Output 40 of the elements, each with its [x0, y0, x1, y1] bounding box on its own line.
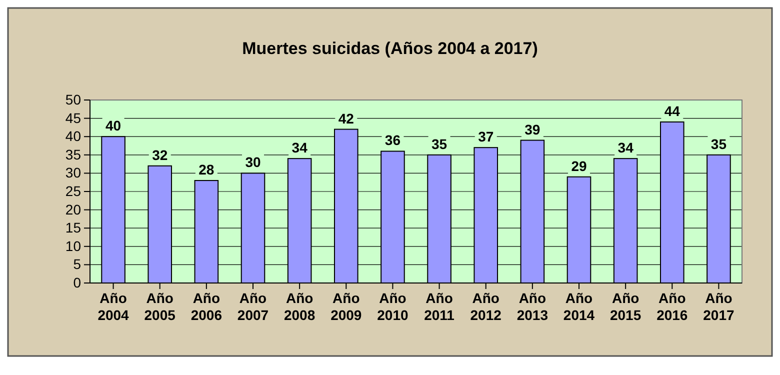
x-tick-label: Año 2009: [330, 290, 362, 323]
y-tick-label: 25: [65, 182, 82, 199]
y-tick-label: 35: [65, 146, 82, 162]
y-tick-label: 45: [65, 110, 82, 126]
x-tick-label: Año 2007: [237, 290, 269, 323]
data-label: 29: [571, 158, 587, 174]
x-tick-label: Año 2005: [144, 290, 176, 323]
y-tick-label: 5: [73, 256, 82, 272]
data-label: 44: [664, 102, 680, 119]
data-label: 34: [292, 140, 308, 156]
x-tick-label: Año 2010: [377, 290, 408, 323]
x-tick-label: Año 2012: [470, 290, 502, 323]
x-tick-label: Año 2015: [610, 290, 642, 323]
x-tick-label: Año 2014: [563, 290, 595, 323]
y-tick-label: 20: [65, 201, 82, 218]
data-label: 42: [338, 110, 354, 126]
y-tick-label: 10: [65, 238, 82, 254]
x-tick-label: Año 2004: [98, 290, 130, 323]
y-tick-label: 0: [73, 274, 82, 290]
data-label: 32: [152, 146, 168, 163]
data-label: 36: [384, 132, 401, 148]
data-label: 28: [198, 162, 214, 178]
data-label: 37: [478, 128, 494, 145]
x-tick-label: Año 2016: [656, 290, 688, 323]
data-label: 39: [524, 121, 540, 138]
y-tick-label: 30: [65, 164, 82, 181]
x-tick-label: Año 2017: [703, 290, 734, 323]
data-label: 35: [710, 136, 727, 152]
x-tick-label: Año 2006: [190, 290, 222, 323]
y-tick-label: 40: [65, 128, 82, 144]
y-tick-label: 15: [65, 220, 82, 236]
x-tick-label: Año 2011: [424, 290, 455, 323]
chart-title: Muertes suicidas (Años 2004 a 2017): [242, 39, 538, 58]
data-label: 35: [431, 136, 448, 152]
x-tick-label: Año 2008: [284, 290, 316, 323]
y-tick-label: 50: [65, 91, 82, 108]
data-label: 40: [105, 118, 122, 134]
data-label: 30: [245, 154, 261, 170]
x-tick-label: Año 2013: [516, 290, 548, 323]
data-label: 34: [618, 140, 634, 156]
